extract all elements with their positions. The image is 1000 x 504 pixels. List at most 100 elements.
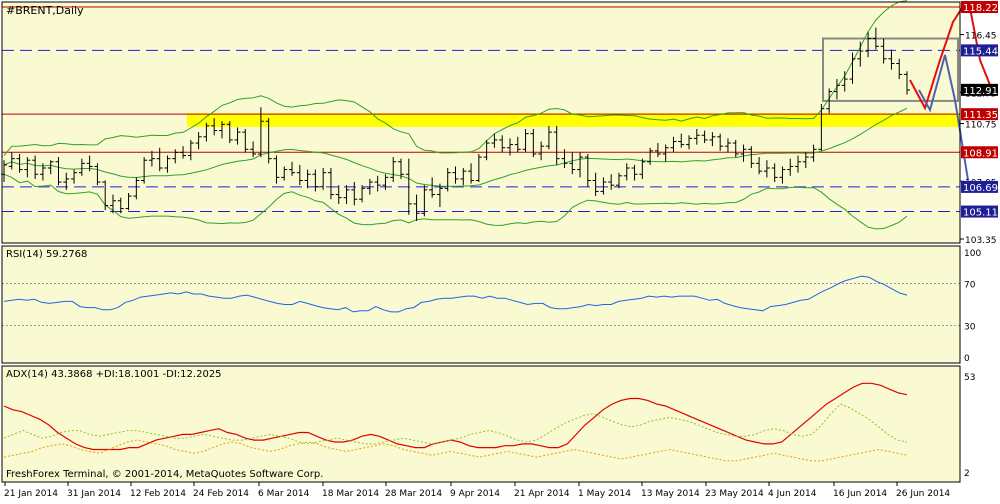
price-bar: [631, 164, 638, 181]
support-zone: [187, 113, 960, 127]
price-bar: [102, 180, 109, 211]
level-badge-text: 105.11: [963, 208, 998, 219]
x-axis-label: 21 Apr 2014: [514, 489, 570, 499]
adx-scale-label: 2: [964, 469, 970, 479]
price-bar: [491, 133, 498, 148]
price-bar: [47, 160, 54, 175]
price-bar: [180, 146, 187, 159]
x-axis-label: 1 May 2014: [578, 489, 631, 499]
price-bar: [141, 157, 148, 184]
level-badge-bg: [961, 83, 998, 96]
x-axis-label: 26 Jun 2014: [896, 489, 950, 499]
price-bar: [452, 166, 459, 184]
price-bar: [748, 146, 755, 169]
price-bar: [584, 153, 591, 187]
adx-series-0: [3, 382, 908, 451]
price-bar: [374, 175, 381, 192]
price-bar: [483, 139, 490, 161]
x-axis-label: 13 May 2014: [641, 489, 700, 499]
price-bar: [203, 122, 210, 142]
price-bar: [639, 158, 646, 179]
price-bar: [242, 129, 249, 153]
level-badge-text: 118.22: [963, 3, 998, 14]
price-bar: [475, 153, 482, 183]
adx-scale-label: 53: [964, 373, 975, 383]
price-bar: [795, 155, 802, 173]
rsi-line: [3, 275, 908, 313]
y-tick-label: 116.45: [965, 32, 997, 42]
price-bar: [756, 157, 763, 175]
price-bar: [530, 129, 537, 158]
price-bar: [880, 38, 887, 64]
rsi-scale-label: 100: [964, 249, 981, 259]
price-bar: [623, 163, 630, 181]
price-bar: [250, 141, 257, 158]
forecast-arrow-alt: [918, 54, 969, 181]
bb-lower: [3, 173, 908, 230]
price-bar: [732, 139, 739, 158]
price-bar: [398, 158, 405, 179]
price-bar: [763, 160, 770, 178]
price-bar: [335, 185, 342, 204]
price-bar: [421, 185, 428, 217]
price-bar: [522, 129, 529, 153]
price-bar: [234, 127, 241, 145]
price-bar: [156, 147, 163, 172]
price-bar: [647, 147, 654, 165]
price-bar: [686, 135, 693, 150]
price-bar: [429, 177, 436, 198]
price-bar: [55, 157, 62, 186]
price-bar: [600, 177, 607, 195]
price-bar: [460, 168, 467, 186]
price-bar: [265, 118, 272, 164]
bb-upper: [3, 0, 908, 156]
price-bar: [187, 139, 194, 161]
level-badge-text: 112.91: [963, 86, 998, 97]
x-axis-label: 24 Feb 2014: [193, 489, 249, 499]
price-bar: [16, 153, 23, 173]
x-axis-label: 18 Mar 2014: [322, 489, 379, 499]
price-bar: [693, 129, 700, 145]
price-bar: [164, 155, 171, 173]
rsi-panel[interactable]: [2, 246, 960, 363]
adx-series-2: [3, 439, 908, 462]
price-bar: [366, 178, 373, 195]
price-bar: [32, 155, 39, 179]
price-bar: [561, 149, 568, 169]
price-bar: [888, 49, 895, 70]
price-bar: [320, 168, 327, 190]
price-bar: [8, 152, 15, 170]
price-bar: [78, 158, 85, 176]
price-bar: [304, 169, 311, 189]
price-bar: [133, 177, 140, 200]
price-bar: [771, 163, 778, 183]
price-bar: [701, 130, 708, 144]
price-bar: [577, 152, 584, 178]
level-badge-bg: [961, 44, 998, 57]
price-box: [822, 37, 959, 102]
copyright-footer: FreshForex Terminal, © 2001-2014, MetaQu…: [6, 469, 323, 480]
price-bar: [211, 118, 218, 136]
price-bar: [833, 79, 840, 100]
price-bar: [499, 135, 506, 153]
x-axis-label: 16 Jun 2014: [833, 489, 887, 499]
price-bar: [382, 174, 389, 190]
price-bar: [444, 168, 451, 192]
price-bar: [592, 172, 599, 197]
x-axis-label: 12 Feb 2014: [130, 489, 186, 499]
price-bar: [662, 144, 669, 162]
price-bar: [654, 143, 661, 158]
level-badge-bg: [961, 180, 998, 193]
price-bar: [818, 104, 825, 151]
price-bar: [724, 138, 731, 153]
price-bar: [172, 149, 179, 164]
adx-panel[interactable]: [2, 366, 960, 482]
price-bar: [709, 132, 716, 147]
price-bar: [257, 107, 264, 158]
x-axis-label: 31 Jan 2014: [67, 489, 121, 499]
price-bar: [569, 152, 576, 175]
price-bar: [506, 138, 513, 156]
level-badge-bg: [961, 1, 998, 13]
